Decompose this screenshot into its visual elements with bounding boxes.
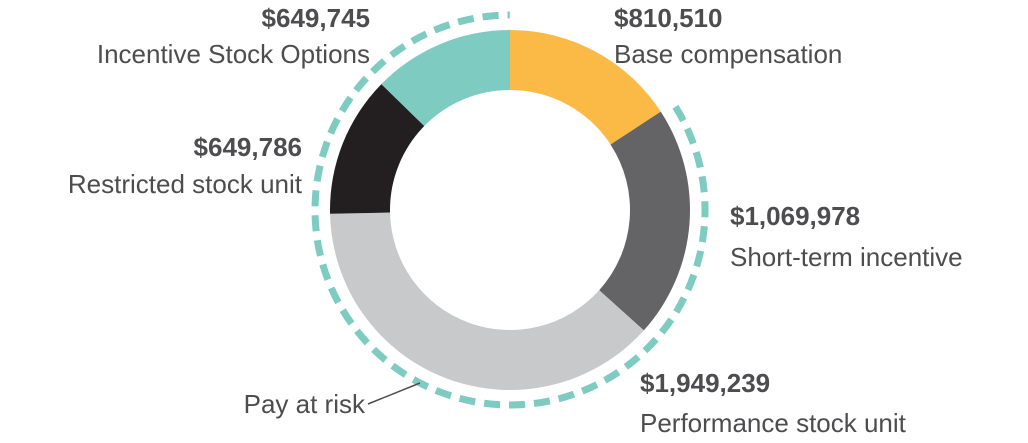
value-label-base: $810,510 <box>614 3 722 33</box>
slice-performance-stock-unit <box>330 212 644 391</box>
value-label-iso: $649,745 <box>262 3 370 33</box>
slice-label-rsu: Restricted stock unit <box>68 169 303 199</box>
slice-label-sti: Short-term incentive <box>730 242 963 272</box>
slice-label-base: Base compensation <box>614 39 842 69</box>
slice-label-iso: Incentive Stock Options <box>97 39 370 69</box>
slice-short-term-incentive <box>599 111 690 331</box>
pay-at-risk-label: Pay at risk <box>244 389 366 419</box>
pay-at-risk-dashed-arc <box>311 11 709 409</box>
value-label-sti: $1,069,978 <box>730 201 860 231</box>
slice-label-psu: Performance stock unit <box>640 408 907 438</box>
slice-restricted-stock-unit <box>330 84 425 214</box>
slices <box>330 30 690 391</box>
slice-incentive-stock-options <box>381 30 510 127</box>
slice-base-compensation <box>510 30 661 145</box>
value-label-rsu: $649,786 <box>194 132 302 162</box>
pay-at-risk-leader-line <box>367 382 421 405</box>
value-label-psu: $1,949,239 <box>640 368 770 398</box>
